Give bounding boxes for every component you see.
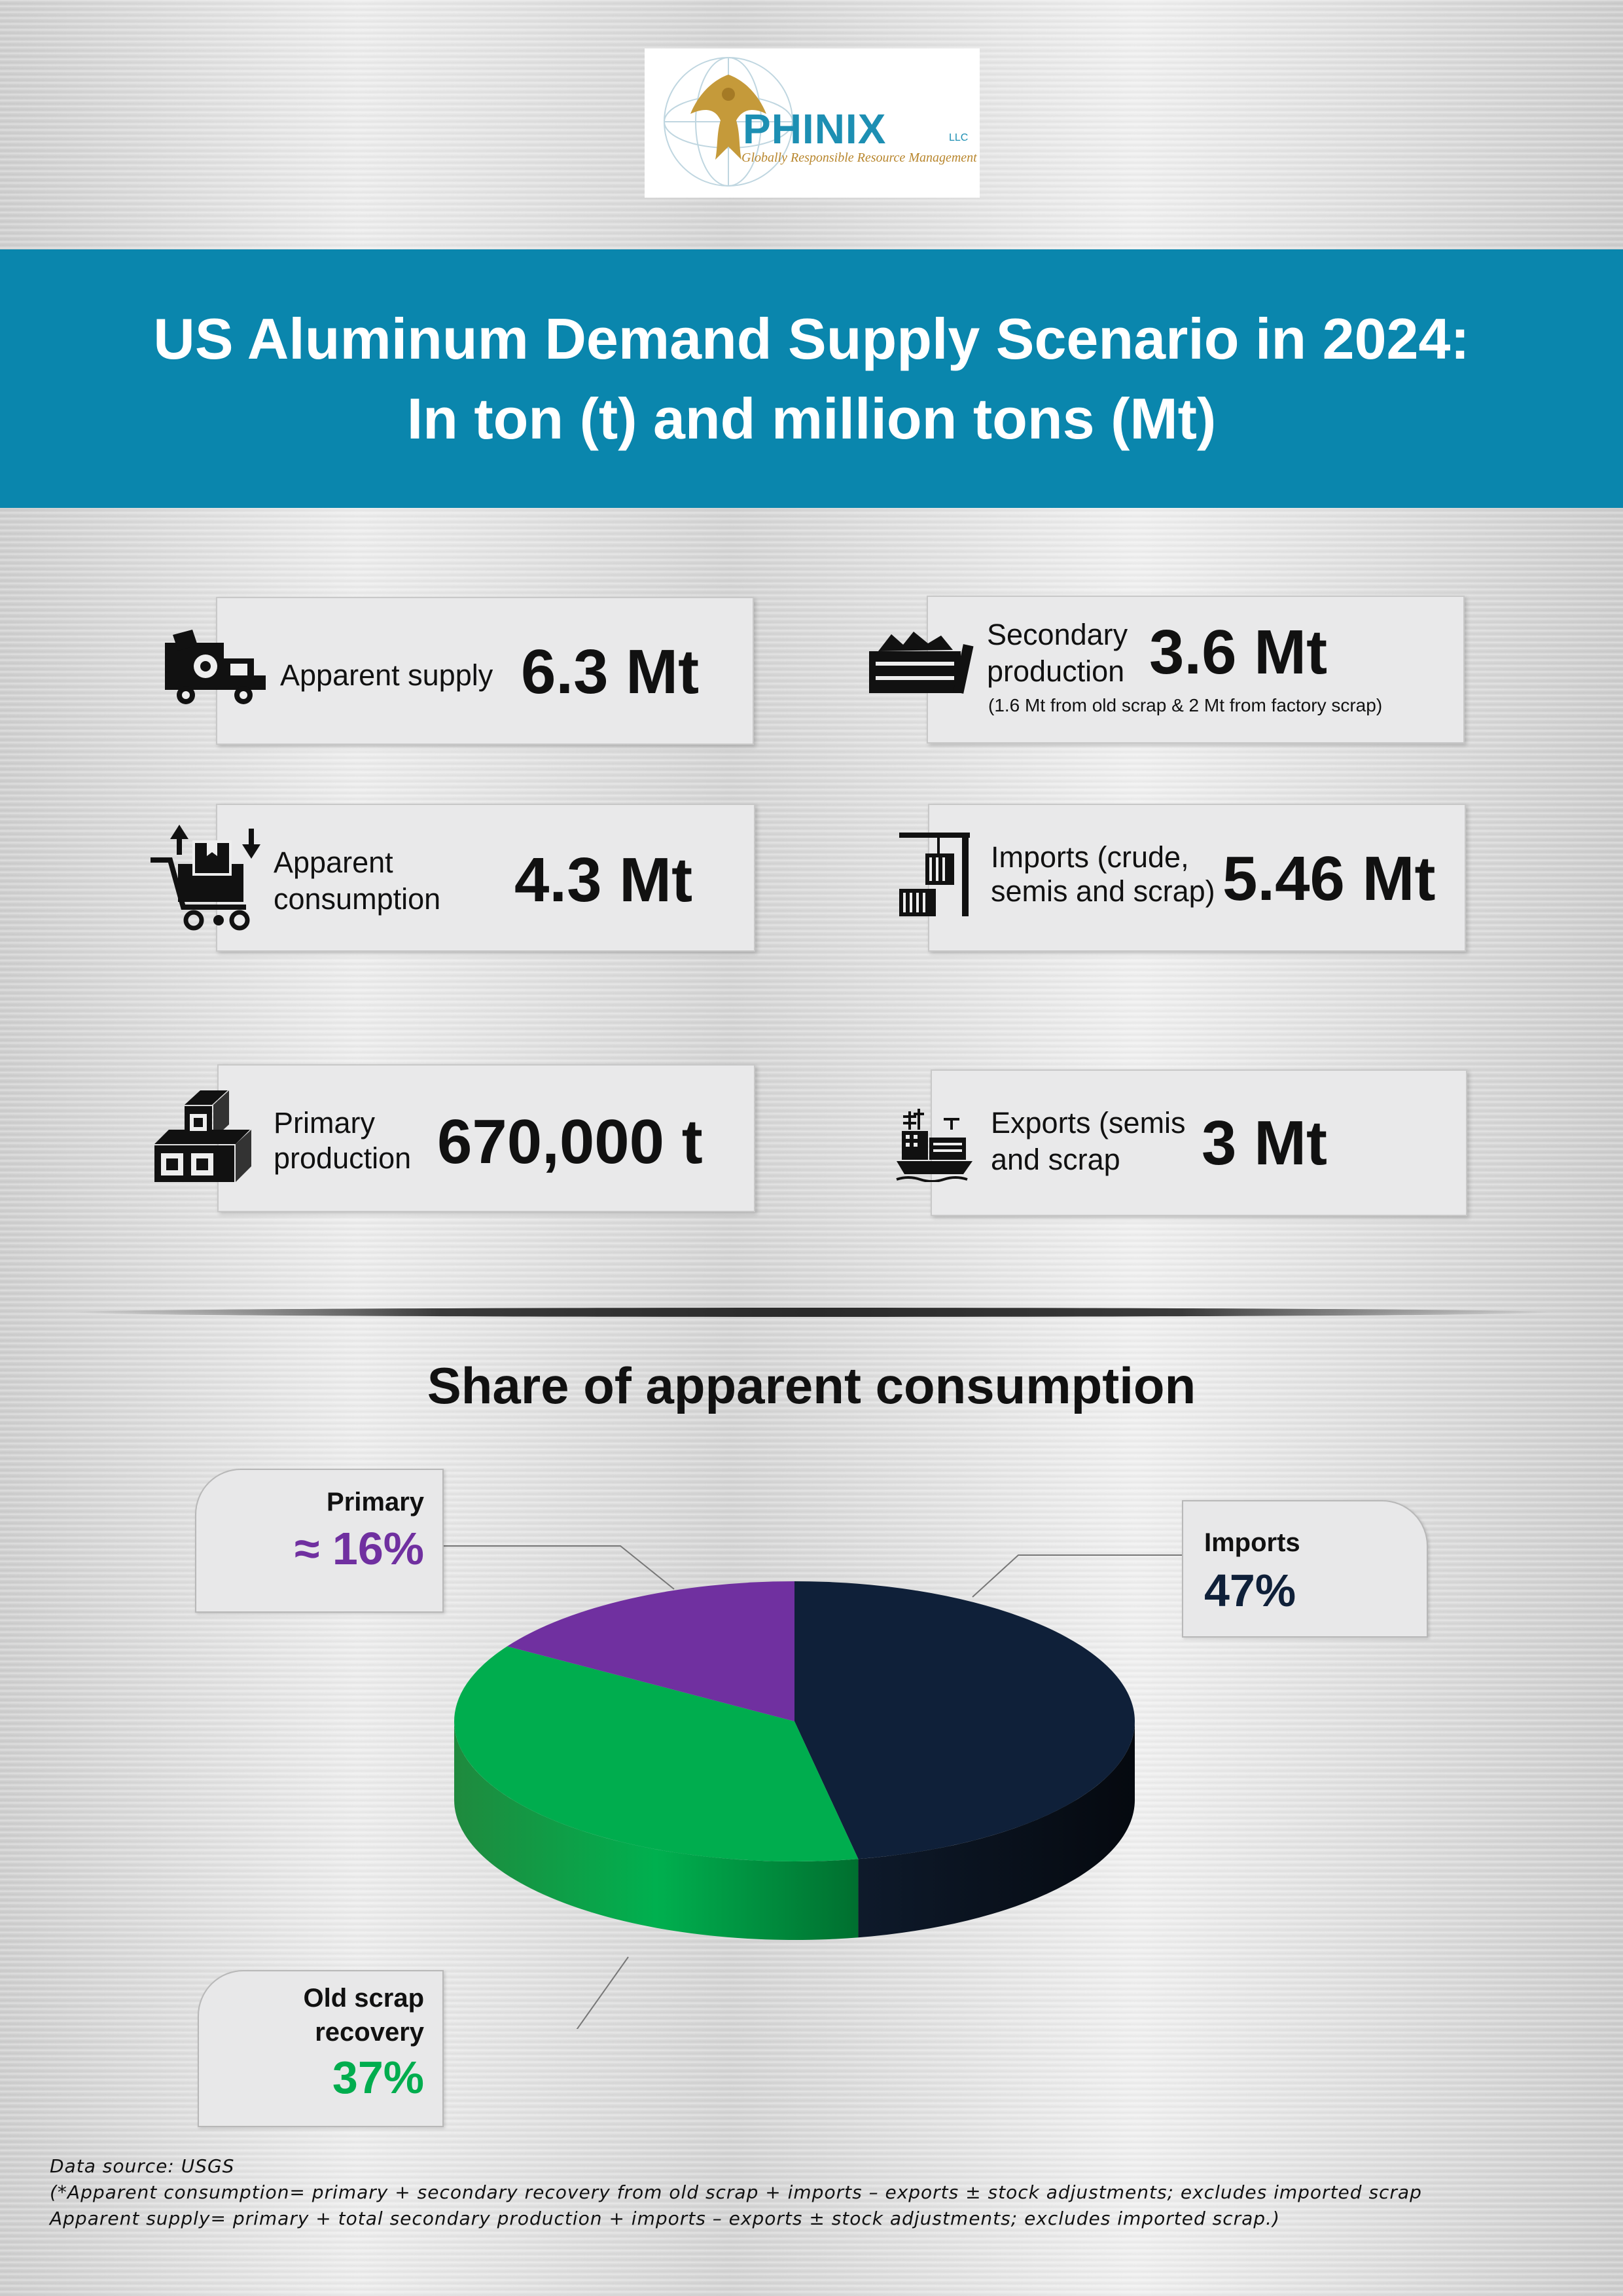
- pie-slice-imports: [794, 1581, 1135, 1859]
- cart-box-icon: [151, 825, 260, 931]
- pie-side-old-scrap-recovery: [454, 1721, 859, 1940]
- apparent-consumption-value: 4.3 Mt: [514, 845, 693, 915]
- primary-production-label-line1: Primary: [274, 1106, 375, 1139]
- callout-imports-label: Imports: [1204, 1528, 1300, 1557]
- callout-imports: [1182, 1500, 1428, 1638]
- pie-side-imports: [858, 1721, 1135, 1938]
- pie-slice-old-scrap-recovery: [454, 1646, 859, 1861]
- logo-llc: LLC: [949, 132, 969, 143]
- footnote-apparent-consumption: (*Apparent consumption= primary + second…: [50, 2181, 1422, 2203]
- secondary-production-note: (1.6 Mt from old scrap & 2 Mt from facto…: [988, 695, 1383, 715]
- leader-line-primary: [441, 1545, 675, 1590]
- chart-title: Share of apparent consumption: [427, 1357, 1196, 1414]
- apparent-consumption-label-line2: consumption: [274, 882, 441, 916]
- company-logo: PHINIX LLC Globally Responsible Resource…: [645, 48, 980, 198]
- exports-label-line2: and scrap: [991, 1143, 1120, 1176]
- logo-tagline: Globally Responsible Resource Management: [741, 151, 977, 165]
- exports-value: 3 Mt: [1202, 1108, 1327, 1178]
- exports-label-line1: Exports (semis: [991, 1106, 1186, 1139]
- callout-primary: [195, 1469, 444, 1613]
- primary-production-value: 670,000 t: [437, 1107, 703, 1177]
- imports-card: [928, 804, 1466, 952]
- leader-line-imports: [972, 1554, 1182, 1598]
- page-title-line1: US Aluminum Demand Supply Scenario in 20…: [153, 306, 1470, 371]
- apparent-consumption-card: [216, 804, 755, 952]
- scrap-crate-icon: [869, 632, 974, 694]
- callout-old-scrap-label-line1: Old scrap: [303, 1984, 424, 2013]
- ingot-blocks-icon: [154, 1090, 251, 1182]
- data-source: Data source: USGS: [50, 2155, 235, 2177]
- truck-gear-icon: [165, 630, 266, 704]
- crane-container-icon: [899, 833, 970, 916]
- callout-primary-value: ≈ 16%: [294, 1523, 424, 1574]
- title-banner: US Aluminum Demand Supply Scenario in 20…: [0, 249, 1623, 508]
- imports-label-line1: Imports (crude,: [991, 840, 1189, 874]
- apparent-supply-value: 6.3 Mt: [521, 637, 700, 707]
- footer-notes: Data source: USGS (*Apparent consumption…: [50, 2153, 1594, 2232]
- callout-primary-label: Primary: [327, 1488, 424, 1516]
- imports-value: 5.46 Mt: [1222, 844, 1436, 914]
- apparent-supply-card: [216, 597, 754, 745]
- secondary-production-label-line1: Secondary: [987, 618, 1128, 651]
- primary-production-label-line2: production: [274, 1141, 412, 1175]
- footnote-apparent-supply: Apparent supply= primary + total seconda…: [50, 2208, 1280, 2229]
- globe-phoenix-icon: [664, 57, 793, 187]
- secondary-production-label-line2: production: [987, 655, 1125, 688]
- callout-imports-value: 47%: [1204, 1565, 1296, 1616]
- callout-old-scrap-value: 37%: [332, 2052, 424, 2103]
- page-title-line2: In ton (t) and million tons (Mt): [406, 386, 1217, 451]
- callout-old-scrap-label-line2: recovery: [315, 2018, 424, 2047]
- apparent-consumption-label-line1: Apparent: [274, 846, 393, 879]
- cargo-ship-icon: [896, 1109, 972, 1182]
- apparent-supply-label: Apparent supply: [280, 658, 493, 692]
- primary-production-card: [217, 1064, 755, 1212]
- imports-label-line2: semis and scrap): [991, 874, 1215, 908]
- pie-chart: [441, 1545, 1182, 2029]
- leader-line-old-scrap: [576, 1956, 629, 2029]
- pie-slice-primary: [507, 1581, 794, 1721]
- exports-card: [931, 1069, 1467, 1216]
- logo-name: PHINIX: [743, 105, 887, 152]
- section-divider: [72, 1308, 1551, 1317]
- secondary-production-value: 3.6 Mt: [1149, 617, 1328, 687]
- callout-old-scrap: [198, 1970, 444, 2127]
- secondary-production-card: [927, 596, 1465, 744]
